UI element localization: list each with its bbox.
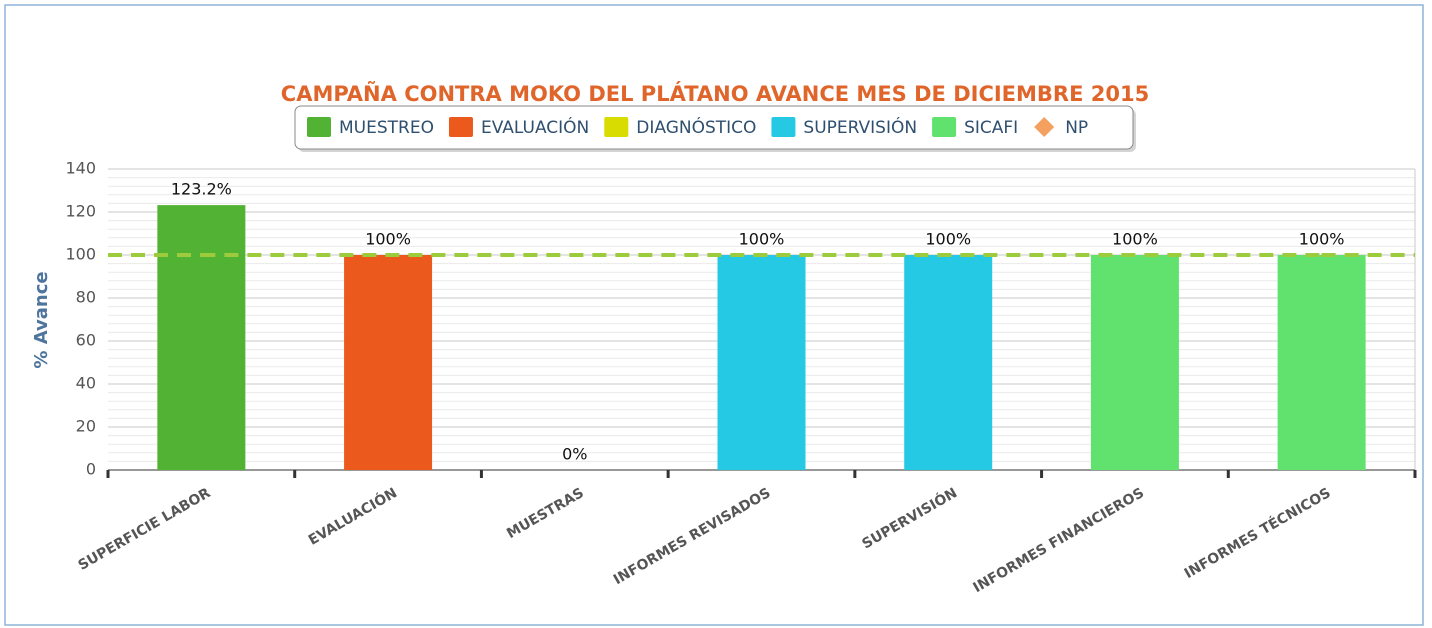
bar <box>904 255 993 470</box>
y-tick-label: 60 <box>76 331 96 350</box>
data-label: 0% <box>562 445 587 464</box>
y-tick-label: 40 <box>76 374 96 393</box>
legend-label: SUPERVISIÓN <box>803 116 917 138</box>
legend-marker <box>1034 117 1055 137</box>
legend-marker <box>771 117 796 137</box>
data-label: 100% <box>925 230 971 249</box>
data-label: 100% <box>1112 230 1158 249</box>
y-tick-label: 100 <box>65 245 96 264</box>
legend-marker <box>932 117 957 137</box>
bar <box>1277 255 1366 470</box>
y-axis-title: % Avance <box>31 271 52 368</box>
data-label: 100% <box>1299 230 1345 249</box>
data-label: 100% <box>739 230 785 249</box>
y-tick-label: 80 <box>76 288 96 307</box>
chart-title: CAMPAÑA CONTRA MOKO DEL PLÁTANO AVANCE M… <box>281 81 1149 106</box>
legend-label: DIAGNÓSTICO <box>636 116 756 138</box>
legend-label: SICAFI <box>964 118 1018 138</box>
legend-marker <box>604 117 629 137</box>
bar <box>157 205 246 470</box>
legend-marker <box>307 117 331 137</box>
bar <box>344 255 433 470</box>
bar <box>1090 255 1179 470</box>
legend-box <box>294 105 1134 150</box>
bar <box>717 255 806 470</box>
legend-label: MUESTREO <box>339 118 434 138</box>
y-tick-label: 120 <box>65 202 96 221</box>
legend-marker <box>448 117 473 137</box>
data-label: 123.2% <box>171 180 232 199</box>
y-tick-label: 140 <box>65 159 96 178</box>
legend-label: EVALUACIÓN <box>481 116 589 138</box>
y-tick-label: 0 <box>86 460 96 479</box>
legend-label: NP <box>1065 118 1088 138</box>
data-label: 100% <box>365 230 411 249</box>
y-tick-label: 20 <box>76 417 96 436</box>
